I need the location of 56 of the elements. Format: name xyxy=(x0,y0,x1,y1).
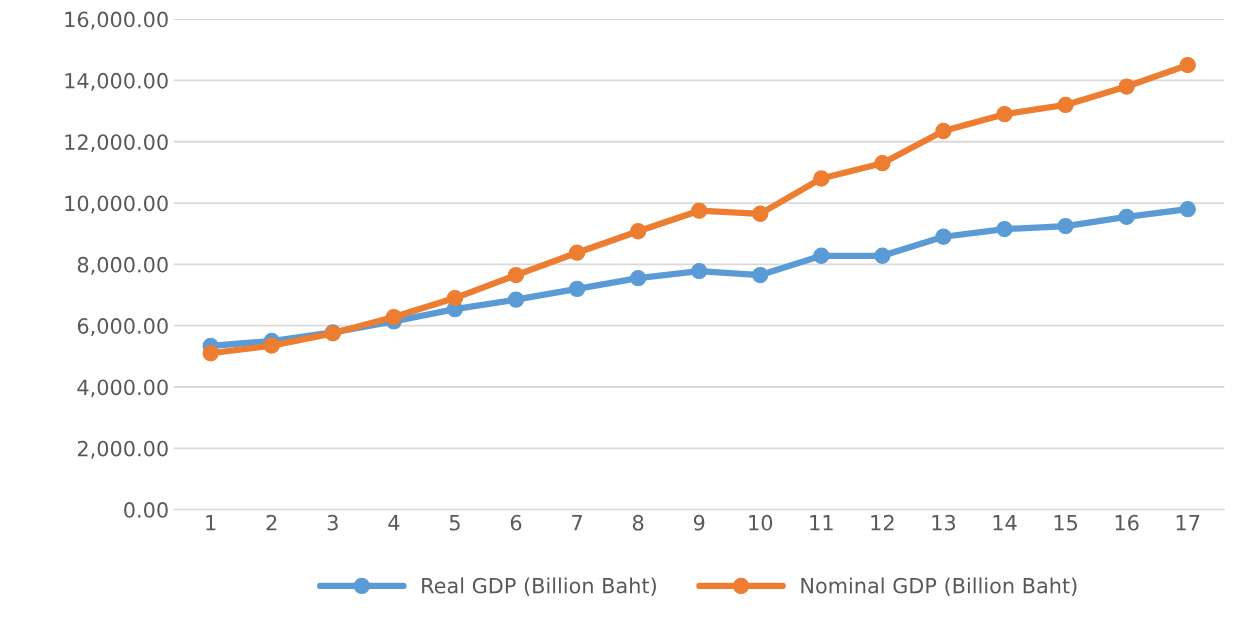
y-tick-label: 10,000.00 xyxy=(65,195,168,214)
point xyxy=(996,220,1013,238)
point xyxy=(263,337,280,354)
point xyxy=(1057,96,1074,114)
point xyxy=(691,202,708,219)
point xyxy=(996,105,1013,123)
y-tick-label: 8,000.00 xyxy=(77,256,168,275)
point xyxy=(202,345,219,362)
point xyxy=(568,280,586,298)
x-tick-label: 17 xyxy=(1176,515,1200,531)
x-tick-label: 7 xyxy=(572,515,582,531)
point xyxy=(1057,217,1074,235)
point xyxy=(1179,56,1196,74)
legend-label: Nominal GDP (Billion Baht) xyxy=(801,577,1077,596)
point xyxy=(813,247,830,264)
x-tick-label: 15 xyxy=(1054,515,1078,531)
point xyxy=(446,289,464,307)
point xyxy=(691,262,708,280)
x-tick-label: 14 xyxy=(993,515,1017,531)
point xyxy=(629,223,647,240)
y-tick-label: 16,000.00 xyxy=(65,11,168,30)
x-tick-label: 2 xyxy=(266,514,277,531)
point xyxy=(813,170,830,187)
point xyxy=(568,244,586,261)
point xyxy=(507,291,525,308)
legend-label: Real GDP (Billion Baht) xyxy=(422,577,656,596)
point xyxy=(752,266,769,284)
x-tick-label: 12 xyxy=(871,514,894,531)
x-tick-label: 11 xyxy=(810,515,833,531)
x-tick-label: 9 xyxy=(693,514,705,531)
point xyxy=(385,308,403,326)
point xyxy=(1118,208,1135,225)
point xyxy=(874,155,891,172)
x-tick-label: 8 xyxy=(632,514,644,531)
point xyxy=(629,269,647,287)
y-tick-label: 6,000.00 xyxy=(77,318,168,336)
point xyxy=(935,228,952,245)
point xyxy=(1118,78,1135,95)
y-tick-label: 2,000.00 xyxy=(77,440,168,459)
y-tick-label: 12,000.00 xyxy=(65,134,168,153)
point xyxy=(935,122,952,140)
y-tick-label: 0.00 xyxy=(124,502,168,518)
x-tick-label: 1 xyxy=(206,515,216,531)
x-tick-label: 16 xyxy=(1115,514,1139,531)
y-tick-label: 4,000.00 xyxy=(77,379,168,398)
x-tick-label: 13 xyxy=(932,514,956,531)
point xyxy=(874,247,891,264)
x-tick-label: 10 xyxy=(749,514,773,531)
point xyxy=(1179,201,1196,218)
point xyxy=(507,266,525,284)
x-tick-label: 4 xyxy=(388,515,400,531)
x-tick-label: 3 xyxy=(327,514,338,531)
x-tick-label: 5 xyxy=(449,515,460,531)
point xyxy=(752,205,769,222)
y-tick-label: 14,000.00 xyxy=(65,72,168,91)
x-tick-label: 6 xyxy=(510,514,522,531)
